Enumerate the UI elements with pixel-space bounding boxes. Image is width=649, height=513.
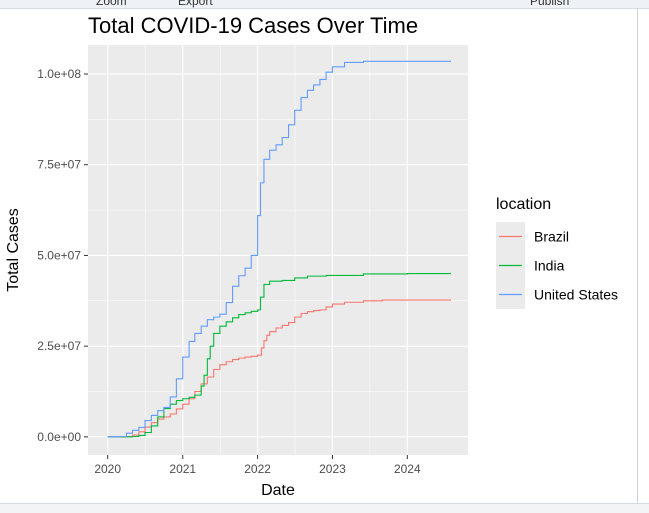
x-tick-label: 2021 (169, 462, 196, 476)
x-tick-label: 2024 (394, 462, 421, 476)
plot-panel (88, 45, 468, 455)
y-axis-ticks: 0.0e+00 2.5e+07 5.0e+07 7.5e+07 1.0e+08 (37, 67, 88, 444)
x-axis-ticks: 2020 2021 2022 2023 2024 (94, 455, 421, 476)
viewer-bottom-edge (0, 503, 649, 513)
legend-label-united-states: United States (534, 287, 618, 303)
series-line-united-states (107, 60, 451, 438)
minor-gridlines (88, 45, 468, 455)
legend-label-brazil: Brazil (534, 229, 569, 245)
publish-button[interactable]: Publish (530, 0, 570, 8)
y-tick-label: 7.5e+07 (37, 158, 81, 172)
y-tick-label: 0.0e+00 (37, 430, 81, 444)
covid-cases-chart: Total COVID-19 Cases Over Time 0.0e+00 2.… (5, 13, 618, 499)
zoom-button[interactable]: Zoom (96, 0, 127, 8)
viewer-border (637, 8, 638, 504)
x-tick-label: 2023 (319, 462, 346, 476)
series-line-brazil (107, 299, 451, 438)
legend: Brazil India United States (496, 222, 618, 309)
y-tick-label: 2.5e+07 (37, 339, 81, 353)
x-tick-label: 2020 (94, 462, 121, 476)
legend-label-india: India (534, 258, 565, 274)
series-lines (107, 60, 451, 438)
x-axis-title: Date (261, 482, 295, 499)
series-line-india (107, 273, 451, 438)
export-button[interactable]: Export (178, 0, 213, 8)
major-gridlines (88, 45, 468, 455)
toolbar: Zoom Export Publish (0, 0, 649, 9)
legend-title: location (496, 196, 551, 213)
chart-title: Total COVID-19 Cases Over Time (88, 13, 418, 38)
y-tick-label: 1.0e+08 (37, 67, 81, 81)
y-tick-label: 5.0e+07 (37, 248, 81, 262)
x-tick-label: 2022 (244, 462, 271, 476)
y-axis-title: Total Cases (5, 208, 22, 292)
